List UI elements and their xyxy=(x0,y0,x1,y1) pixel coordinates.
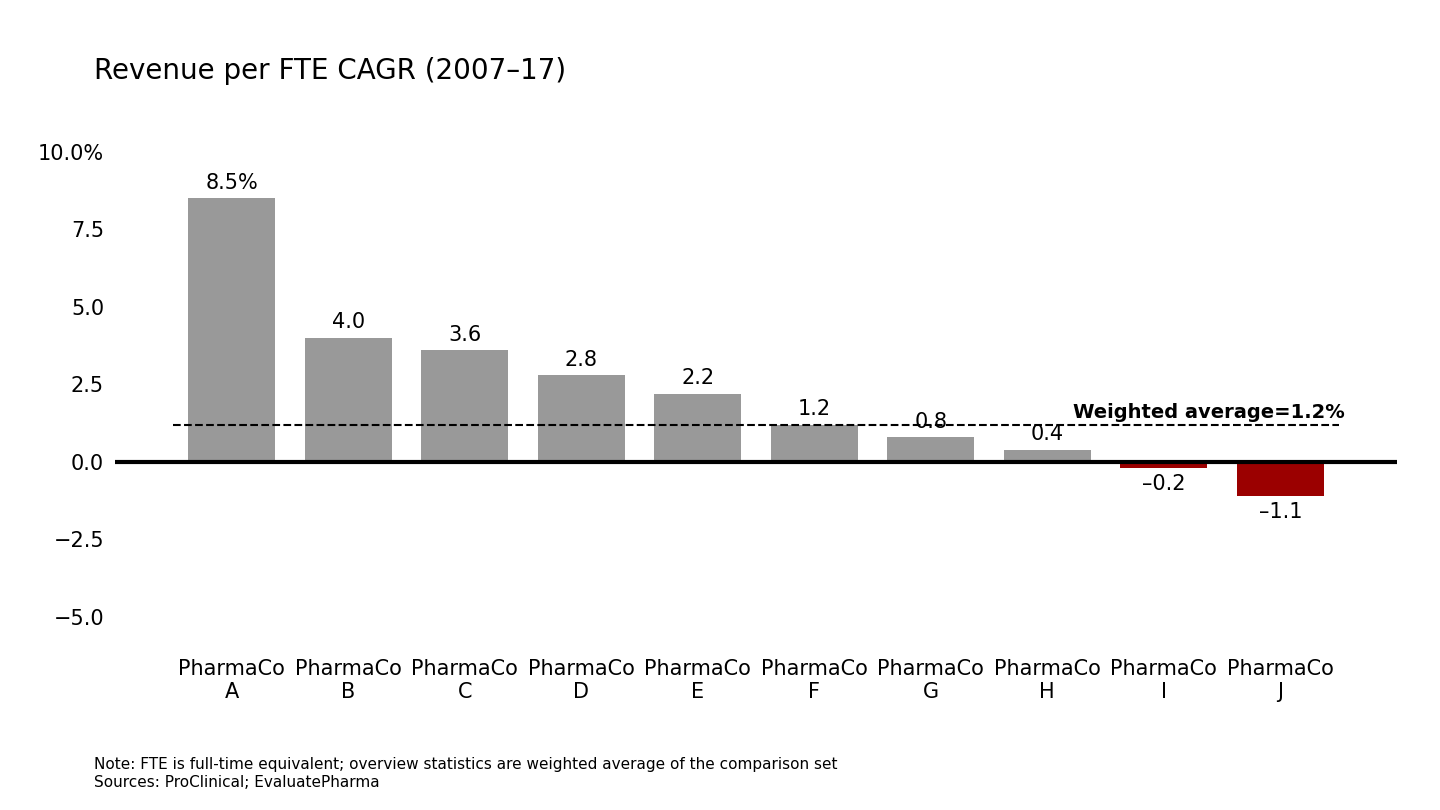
Bar xyxy=(887,437,975,462)
Bar xyxy=(1120,462,1208,468)
Text: 4.0: 4.0 xyxy=(331,313,364,332)
Text: Note: FTE is full-time equivalent; overview statistics are weighted average of t: Note: FTE is full-time equivalent; overv… xyxy=(94,757,837,790)
Bar xyxy=(189,198,275,462)
Text: –0.2: –0.2 xyxy=(1142,474,1185,494)
Text: 2.2: 2.2 xyxy=(681,368,714,388)
Bar xyxy=(304,338,392,462)
Bar xyxy=(537,375,625,462)
Bar xyxy=(1237,462,1323,496)
Text: Revenue per FTE CAGR (2007–17): Revenue per FTE CAGR (2007–17) xyxy=(94,57,566,85)
Text: 8.5%: 8.5% xyxy=(206,173,258,193)
Bar xyxy=(770,424,858,462)
Bar xyxy=(1004,450,1092,462)
Text: 0.4: 0.4 xyxy=(1031,424,1064,444)
Text: Weighted average=1.2%: Weighted average=1.2% xyxy=(1073,403,1345,422)
Text: 2.8: 2.8 xyxy=(564,350,598,369)
Bar xyxy=(420,350,508,462)
Text: –1.1: –1.1 xyxy=(1259,501,1302,522)
Text: 0.8: 0.8 xyxy=(914,411,948,432)
Bar xyxy=(654,394,742,462)
Text: 3.6: 3.6 xyxy=(448,325,481,345)
Text: 1.2: 1.2 xyxy=(798,399,831,419)
